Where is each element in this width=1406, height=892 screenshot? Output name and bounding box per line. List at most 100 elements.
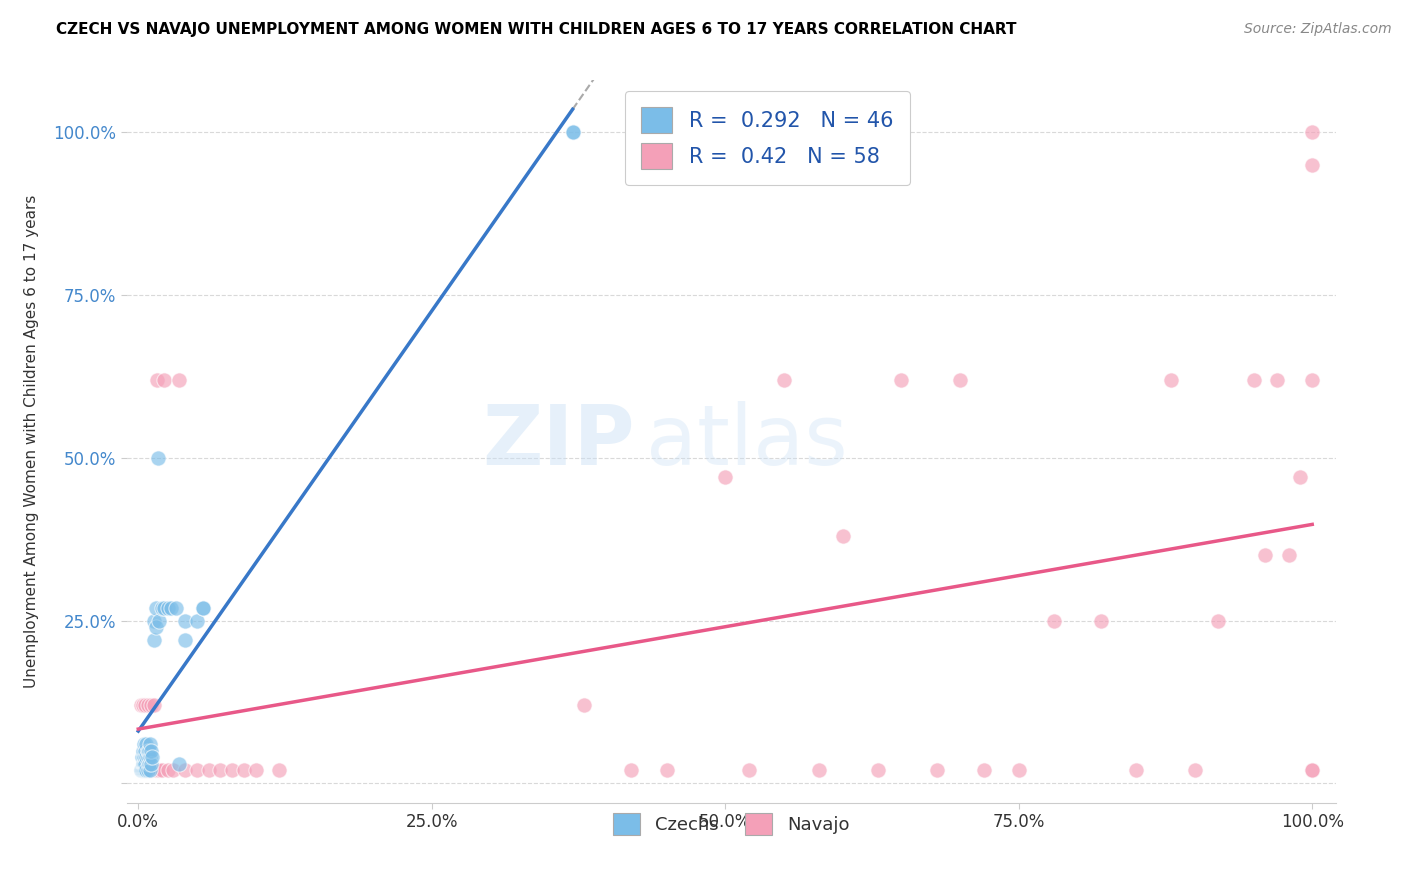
Point <box>156 600 179 615</box>
Point <box>150 600 173 615</box>
Point <box>132 764 155 778</box>
Point <box>620 764 643 778</box>
Text: ZIP: ZIP <box>482 401 634 482</box>
Point <box>142 614 165 628</box>
Point <box>134 764 156 778</box>
Point <box>134 756 156 771</box>
Point <box>134 750 156 764</box>
Point <box>1008 764 1031 778</box>
Point <box>191 600 214 615</box>
Point <box>738 764 761 778</box>
Text: CZECH VS NAVAJO UNEMPLOYMENT AMONG WOMEN WITH CHILDREN AGES 6 TO 17 YEARS CORREL: CZECH VS NAVAJO UNEMPLOYMENT AMONG WOMEN… <box>56 22 1017 37</box>
Point <box>174 764 197 778</box>
Point <box>866 764 889 778</box>
Point <box>139 764 162 778</box>
Point <box>561 125 583 139</box>
Text: Source: ZipAtlas.com: Source: ZipAtlas.com <box>1244 22 1392 37</box>
Point <box>574 698 596 713</box>
Point <box>131 764 153 778</box>
Point <box>1301 764 1323 778</box>
Point <box>136 744 159 758</box>
Point <box>1254 549 1277 563</box>
Point <box>141 744 163 758</box>
Point <box>135 764 157 778</box>
Point <box>134 764 156 778</box>
Point <box>186 764 208 778</box>
Point <box>129 698 152 713</box>
Point <box>169 756 191 771</box>
Point <box>1125 764 1147 778</box>
Point <box>269 764 291 778</box>
Point <box>925 764 948 778</box>
Point <box>1090 614 1112 628</box>
Point <box>1289 470 1312 484</box>
Point <box>146 373 169 387</box>
Point <box>136 750 159 764</box>
Point <box>142 633 165 648</box>
Point <box>145 764 167 778</box>
Point <box>561 125 583 139</box>
Point <box>139 750 162 764</box>
Point <box>174 633 197 648</box>
Point <box>160 600 183 615</box>
Point <box>890 373 912 387</box>
Point <box>150 764 173 778</box>
Point <box>141 698 163 713</box>
Point <box>134 737 156 751</box>
Point <box>162 764 184 778</box>
Point <box>655 764 678 778</box>
Point <box>1043 614 1066 628</box>
Point <box>714 470 737 484</box>
Point <box>153 373 176 387</box>
Point <box>197 764 219 778</box>
Point <box>132 698 155 713</box>
Point <box>973 764 995 778</box>
Point <box>1301 373 1323 387</box>
Point <box>132 756 155 771</box>
Point <box>148 450 170 465</box>
Point <box>1208 614 1230 628</box>
Point <box>131 750 153 764</box>
Point <box>136 698 159 713</box>
Point <box>141 756 163 771</box>
Point <box>1301 764 1323 778</box>
Point <box>1301 158 1323 172</box>
Point <box>186 614 208 628</box>
Point <box>129 764 152 778</box>
Point <box>174 614 197 628</box>
Point <box>134 764 156 778</box>
Point <box>1243 373 1265 387</box>
Point <box>141 750 163 764</box>
Point <box>831 529 853 543</box>
Point <box>145 620 167 634</box>
Point <box>134 698 156 713</box>
Point <box>142 698 165 713</box>
Point <box>134 744 156 758</box>
Point <box>773 373 796 387</box>
Point <box>138 764 160 778</box>
Point <box>153 600 176 615</box>
Point <box>232 764 254 778</box>
Point <box>138 744 160 758</box>
Point <box>139 737 162 751</box>
Point <box>245 764 267 778</box>
Point <box>949 373 972 387</box>
Point <box>135 737 157 751</box>
Point <box>156 764 179 778</box>
Point <box>135 750 157 764</box>
Point <box>135 764 157 778</box>
Point <box>141 764 163 778</box>
Point <box>139 764 162 778</box>
Point <box>209 764 232 778</box>
Point <box>165 600 187 615</box>
Point <box>132 744 155 758</box>
Point <box>148 764 170 778</box>
Point <box>148 614 170 628</box>
Point <box>1301 125 1323 139</box>
Legend: Czechs, Navajo: Czechs, Navajo <box>605 805 858 845</box>
Point <box>1265 373 1288 387</box>
Point <box>145 600 167 615</box>
Point <box>1184 764 1206 778</box>
Point <box>1278 549 1301 563</box>
Point <box>134 756 156 771</box>
